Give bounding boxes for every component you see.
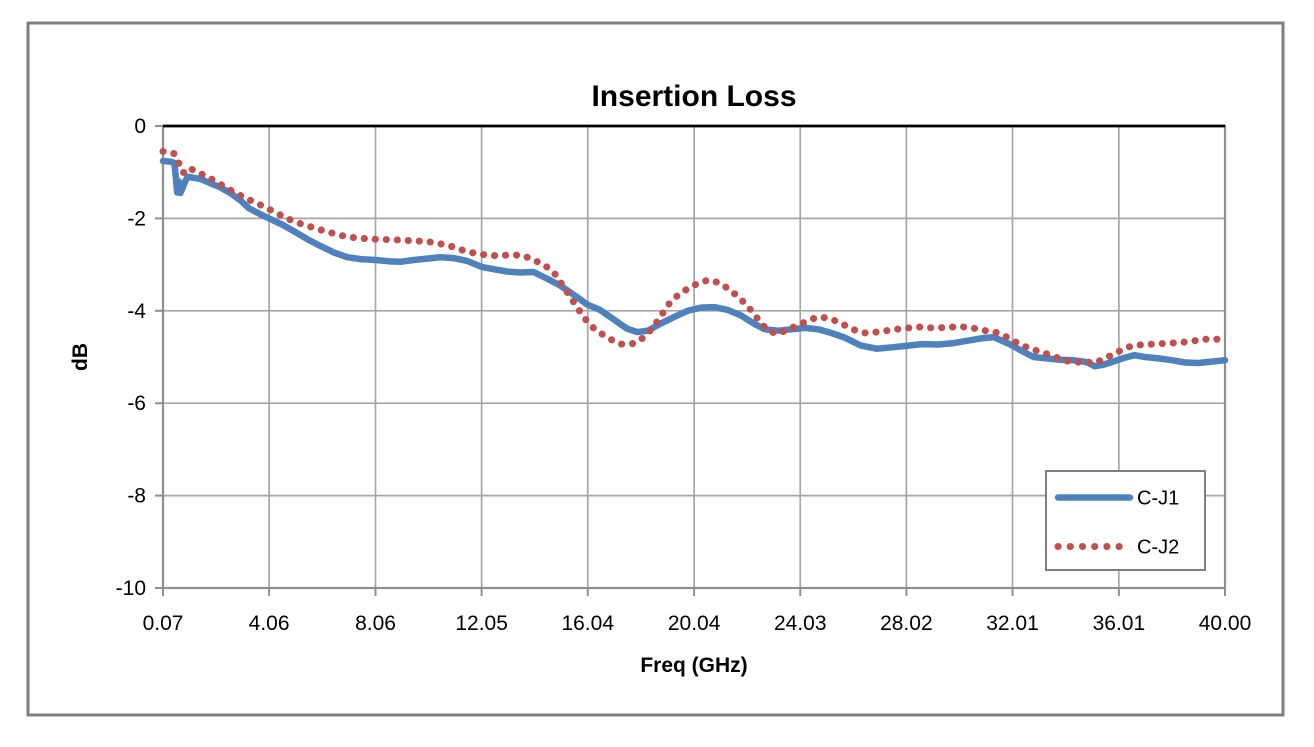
legend: C-J1 C-J2 bbox=[1045, 470, 1206, 571]
y-tick-label: -6 bbox=[127, 392, 146, 415]
x-tick-label: 20.04 bbox=[668, 612, 721, 635]
series-c-j2 bbox=[159, 147, 1229, 367]
y-tick-label: -8 bbox=[127, 485, 146, 508]
legend-label-c-j1: C-J1 bbox=[1137, 488, 1179, 510]
x-axis-title: Freq (GHz) bbox=[640, 654, 747, 677]
x-tick-label: 8.06 bbox=[355, 612, 396, 635]
chart-title: Insertion Loss bbox=[591, 80, 796, 113]
x-tick-label: 40.00 bbox=[1199, 612, 1252, 635]
x-axis-tick-labels: 0.07 4.06 8.06 12.05 16.04 20.04 24.03 28.02 32.… bbox=[143, 612, 1252, 635]
x-tick-label: 16.04 bbox=[561, 612, 614, 635]
x-tick-label: 4.06 bbox=[249, 612, 290, 635]
legend-box bbox=[1045, 470, 1206, 571]
y-axis-tick-labels: 0 -2 -4 -6 -8 -10 bbox=[116, 115, 147, 600]
x-tick-label: 0.07 bbox=[143, 612, 184, 635]
y-tick-label: 0 bbox=[134, 115, 146, 138]
x-tick-label: 32.01 bbox=[986, 612, 1039, 635]
legend-label-c-j2: C-J2 bbox=[1137, 537, 1179, 559]
y-tick-label: -10 bbox=[116, 577, 146, 600]
y-axis-title: dB bbox=[69, 343, 92, 371]
y-tick-label: -2 bbox=[127, 207, 146, 230]
x-tick-label: 24.03 bbox=[774, 612, 827, 635]
y-tick-label: -4 bbox=[127, 300, 146, 323]
x-tick-label: 12.05 bbox=[455, 612, 508, 635]
x-tick-label: 36.01 bbox=[1093, 612, 1146, 635]
series-c-j2-line bbox=[159, 147, 1229, 367]
plot-area bbox=[155, 124, 1229, 596]
series-c-j1-line bbox=[159, 157, 1229, 370]
x-tick-label: 28.02 bbox=[880, 612, 933, 635]
axis-ticks bbox=[155, 125, 1226, 596]
series-c-j1 bbox=[159, 157, 1229, 370]
